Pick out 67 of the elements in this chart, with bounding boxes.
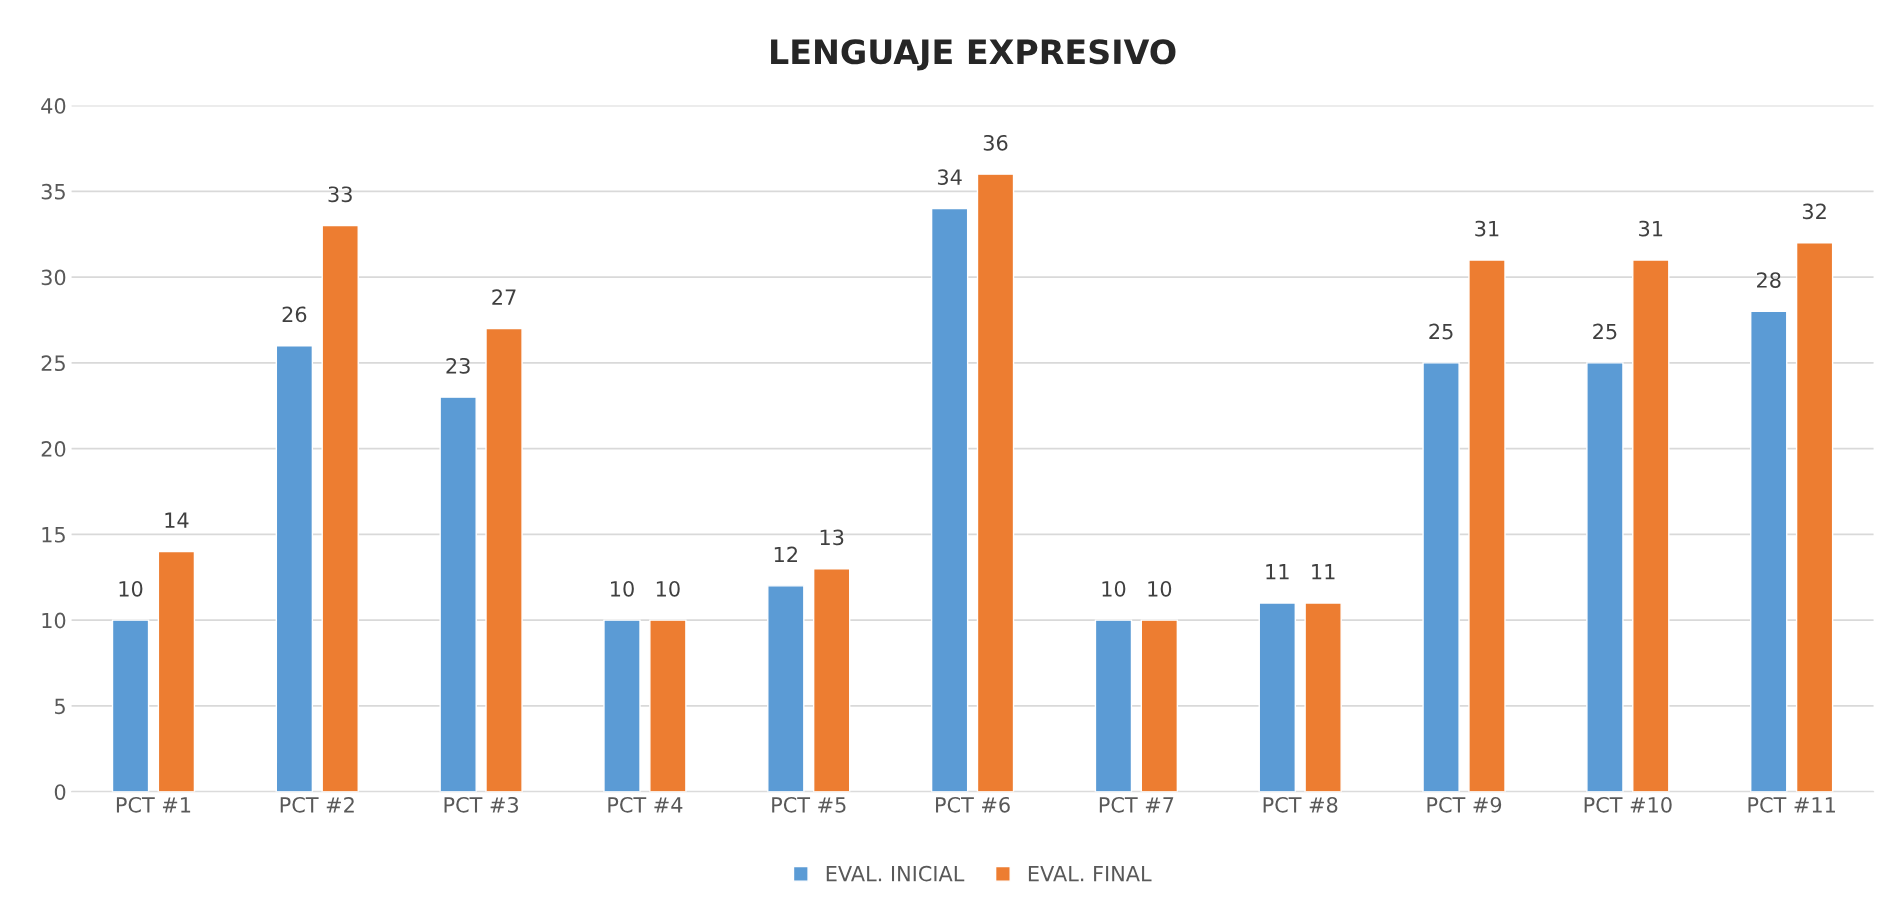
y-tick-label: 40	[41, 98, 66, 114]
y-tick-label: 30	[41, 269, 66, 286]
bar	[812, 568, 851, 792]
bar	[1795, 242, 1834, 792]
chart-title: LENGUAJE EXPRESIVO	[771, 39, 1176, 71]
bar	[603, 619, 641, 792]
data-label: 36	[983, 134, 1008, 151]
data-label: 33	[328, 186, 352, 203]
data-label: 23	[446, 357, 470, 374]
bar	[1258, 602, 1296, 792]
y-tick-label: 15	[42, 527, 65, 543]
y-tick-label: 20	[41, 441, 66, 457]
bar	[1140, 619, 1179, 792]
bar	[485, 327, 523, 792]
data-label: 14	[165, 512, 189, 528]
data-label: 13	[820, 529, 844, 546]
data-label: 34	[937, 169, 962, 185]
data-label: 11	[1312, 564, 1335, 580]
bar	[930, 207, 969, 792]
data-label: 25	[1429, 323, 1453, 340]
bar	[157, 550, 196, 792]
data-label: 10	[611, 580, 634, 597]
data-label: 10	[119, 580, 143, 597]
bar	[321, 224, 359, 792]
bar	[649, 619, 687, 792]
bar	[1586, 362, 1624, 792]
x-tick-label: PCT #3	[444, 796, 519, 813]
x-tick-label: PCT #2	[280, 796, 354, 813]
data-label: 27	[492, 289, 516, 305]
data-label: 11	[1266, 564, 1289, 580]
x-tick-label: PCT #11	[1748, 796, 1835, 813]
x-tick-label: PCT #7	[1099, 796, 1174, 813]
bar	[976, 173, 1015, 792]
bar	[1468, 259, 1506, 792]
data-label: 12	[774, 546, 797, 563]
y-tick-label: 35	[41, 183, 65, 200]
x-tick-label: PCT #6	[936, 796, 1010, 813]
bar	[1632, 259, 1670, 792]
x-tick-label: PCT #1	[116, 796, 191, 813]
data-label: 10	[1148, 580, 1172, 597]
data-label: 32	[1802, 203, 1826, 220]
data-label: 26	[282, 306, 307, 323]
data-label: 31	[1639, 220, 1663, 237]
bar	[1094, 619, 1133, 792]
bar	[1750, 310, 1788, 792]
x-tick-label: PCT #10	[1584, 796, 1672, 813]
x-tick-label: PCT #5	[772, 796, 846, 813]
data-label: 10	[656, 580, 680, 597]
bar	[767, 585, 805, 792]
x-tick-label: PCT #4	[608, 796, 683, 813]
bar	[439, 396, 477, 792]
y-tick-label: 25	[41, 355, 65, 372]
y-tick-label: 5	[55, 698, 65, 715]
data-label: 28	[1757, 272, 1781, 288]
legend-label: EVAL. INICIAL	[826, 865, 965, 882]
x-tick-label: PCT #8	[1263, 796, 1338, 813]
y-tick-label: 10	[42, 612, 66, 629]
data-label: 10	[1102, 580, 1126, 597]
bar	[111, 619, 150, 792]
legend-label: EVAL. FINAL	[1028, 865, 1152, 882]
y-tick-label: 0	[54, 784, 66, 800]
bar	[275, 345, 314, 792]
x-tick-label: PCT #9	[1427, 796, 1502, 813]
data-label: 25	[1593, 323, 1617, 340]
data-label: 31	[1475, 220, 1499, 237]
bar	[1422, 362, 1460, 792]
bar	[1304, 602, 1342, 792]
